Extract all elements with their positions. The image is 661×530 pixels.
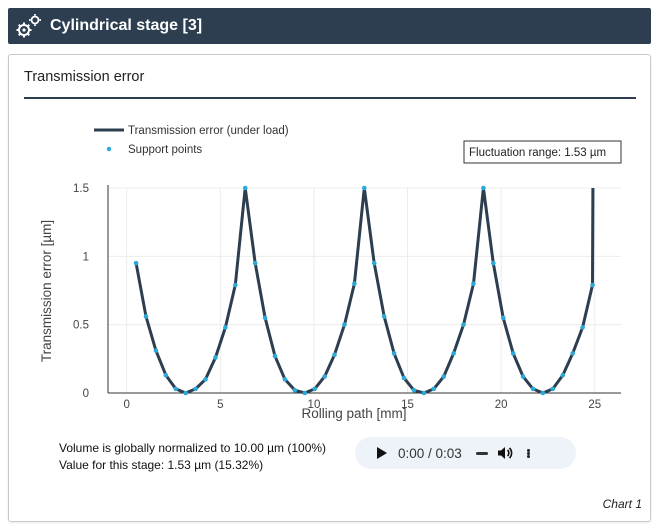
support-point <box>163 372 169 378</box>
window-title: Cylindrical stage [3] <box>50 17 203 34</box>
support-point <box>540 390 546 396</box>
panel-divider <box>24 97 636 99</box>
support-point <box>411 387 417 393</box>
support-point <box>401 375 407 381</box>
support-point <box>451 351 456 356</box>
support-point <box>173 386 179 392</box>
support-point <box>471 281 476 286</box>
support-point <box>520 374 526 379</box>
audio-progress-bar[interactable] <box>475 451 488 455</box>
x-tick-label: 10 <box>308 399 321 411</box>
support-point <box>550 386 556 392</box>
support-point <box>352 281 357 286</box>
support-point <box>421 390 427 396</box>
support-point <box>242 185 248 191</box>
support-point <box>193 386 198 392</box>
normalization-line: Volume is globally normalized to 10.00 µ… <box>59 441 327 455</box>
panel-title: Transmission error <box>24 69 145 85</box>
support-point <box>431 386 437 392</box>
support-point <box>362 185 367 191</box>
x-tick-label: 0 <box>124 399 130 411</box>
legend-points-swatch <box>106 146 112 152</box>
support-point <box>342 322 347 327</box>
y-tick-label: 1 <box>83 251 89 263</box>
support-point <box>223 325 228 330</box>
support-point <box>570 351 575 356</box>
transmission-error-line <box>134 186 595 395</box>
audio-time: 0:00 / 0:03 <box>398 445 462 461</box>
support-point <box>441 374 446 379</box>
y-tick-label: 0.5 <box>73 320 89 332</box>
x-tick-label: 20 <box>495 399 508 411</box>
legend-label-points: Support points <box>128 144 202 156</box>
support-point <box>213 355 218 360</box>
support-point <box>510 351 516 356</box>
support-point <box>491 260 496 266</box>
support-point <box>282 377 288 382</box>
x-axis-label: Rolling path [mm] <box>301 406 406 421</box>
support-point <box>381 314 387 319</box>
x-tick-label: 25 <box>588 399 601 411</box>
support-point <box>302 390 308 396</box>
support-point <box>143 314 149 319</box>
support-point <box>481 185 486 191</box>
legend-label-line: Transmission error (under load) <box>128 125 289 137</box>
support-point <box>153 348 159 353</box>
x-tick-label: 15 <box>401 399 414 411</box>
support-point <box>461 322 466 327</box>
normalization-notes: Volume is globally normalized to 10.00 µ… <box>59 440 326 474</box>
support-point <box>272 353 278 359</box>
support-point <box>183 390 188 396</box>
support-point <box>233 282 238 288</box>
fluctuation-label: Fluctuation range: 1.53 µm <box>469 147 606 159</box>
audio-player[interactable]: 0:00 / 0:03 <box>355 437 576 469</box>
support-point <box>500 315 506 321</box>
support-point <box>133 260 139 266</box>
support-point <box>391 351 397 356</box>
support-point <box>252 260 258 266</box>
chart-panel: Transmission error 0 5 10 15 20 25 0 0.5 1 1.5 Tr… <box>8 54 651 522</box>
stage-value-line: Value for this stage: 1.53 µm (15.32%) <box>59 458 264 472</box>
support-point <box>371 260 377 266</box>
volume-icon[interactable] <box>497 446 513 460</box>
x-tick-label: 5 <box>217 399 223 411</box>
support-point <box>292 387 298 393</box>
support-point <box>312 386 317 392</box>
chart-footnote: Chart 1 <box>602 497 642 511</box>
support-point <box>322 374 327 379</box>
support-point <box>332 352 337 358</box>
y-tick-label: 0 <box>83 388 89 400</box>
y-tick-label: 1.5 <box>73 183 89 195</box>
gears-icon <box>16 14 41 38</box>
support-point <box>560 372 566 378</box>
support-point <box>530 386 536 392</box>
window-header: Cylindrical stage [3] <box>8 8 651 44</box>
y-axis-label: Transmission error [µm] <box>39 220 54 362</box>
support-point <box>203 377 208 382</box>
fluctuation-annotation: Fluctuation range: 1.53 µm <box>463 140 622 164</box>
support-point <box>590 282 595 288</box>
more-options-icon[interactable] <box>526 448 530 458</box>
play-icon[interactable] <box>377 447 387 459</box>
transmission-error-chart: 0 5 10 15 20 25 0 0.5 1 1.5 Transmission error (u… <box>39 125 622 421</box>
support-point <box>262 315 268 321</box>
support-point <box>580 325 585 330</box>
